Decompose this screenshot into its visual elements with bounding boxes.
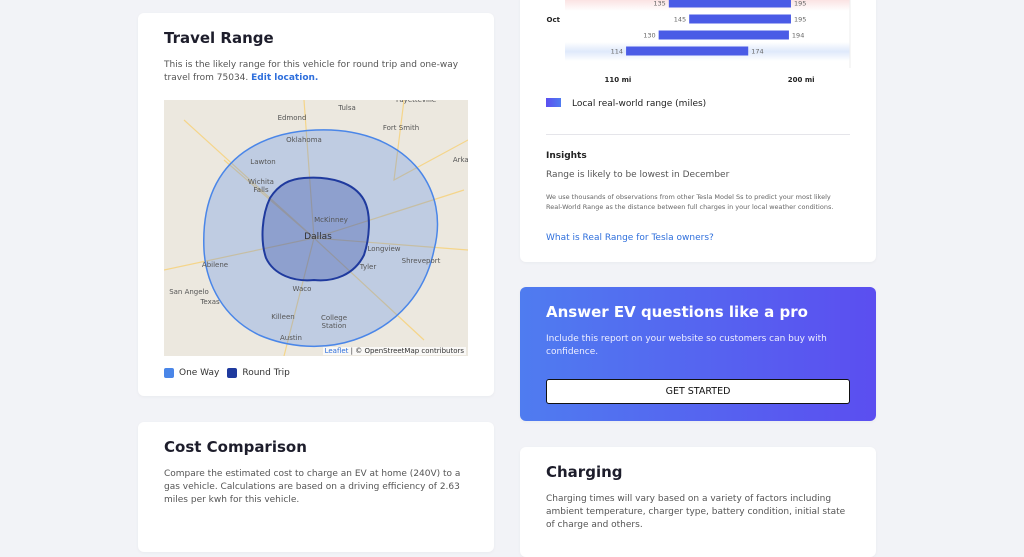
osm-text: | © OpenStreetMap contributors [350, 347, 464, 355]
one-way-area [203, 129, 439, 348]
legend-label: Round Trip [242, 368, 290, 378]
city-label: Killeen [271, 313, 295, 321]
city-label: Shreveport [401, 257, 441, 265]
high-label: 174 [751, 48, 763, 56]
map-legend: One Way Round Trip [164, 368, 290, 379]
card-title: Charging [546, 463, 623, 481]
card-title: Cost Comparison [164, 438, 307, 456]
cta-card: Answer EV questions like a pro Include t… [520, 287, 876, 421]
description: This is the likely range for this vehicl… [164, 59, 464, 85]
x-tick-label: 200 mi [788, 76, 815, 84]
cost-card: Cost Comparison Compare the estimated co… [138, 422, 494, 552]
insights-headline: Range is likely to be lowest in December [546, 170, 730, 180]
legend-label: One Way [179, 368, 220, 378]
high-label: 194 [792, 32, 804, 40]
city-label: Tyler [359, 263, 377, 271]
roads [164, 100, 468, 356]
city-label: Longview [367, 245, 401, 253]
legend-swatch [546, 98, 561, 107]
x-tick-label: 110 mi [605, 76, 632, 84]
city-label: Fayetteville [396, 100, 437, 104]
low-label: 145 [674, 16, 686, 24]
city-label: Oklahoma [286, 136, 322, 144]
range-bar [668, 0, 791, 8]
legend-swatch [164, 368, 174, 378]
city-label: Lawton [250, 158, 276, 166]
city-label: Tulsa [338, 104, 356, 112]
range-bar [626, 46, 749, 56]
road [223, 159, 425, 341]
page: Travel Range This is the likely range fo… [138, 0, 876, 557]
description-text: This is the likely range for this vehicl… [164, 60, 459, 83]
city-label: Wichita Falls [248, 178, 274, 194]
city-label: Dallas [304, 232, 332, 242]
low-label: 114 [611, 48, 623, 56]
city-label: Texas [200, 298, 220, 306]
attribution: Leaflet | © OpenStreetMap contributors [322, 347, 466, 355]
city-label: San Angelo [169, 288, 209, 296]
city-label: Edmond [277, 114, 307, 122]
city-label: College Station [320, 314, 348, 330]
city-label: Waco [292, 285, 312, 293]
road [393, 100, 468, 182]
cta-title: Answer EV questions like a pro [546, 303, 808, 321]
edit-location-link[interactable]: Edit location. [251, 73, 319, 83]
card-title: Travel Range [164, 29, 274, 47]
charging-text: Charging times will vary based on a vari… [546, 494, 846, 530]
insights-link[interactable]: What is Real Range for Tesla owners? [546, 233, 714, 243]
round-trip-area [261, 176, 370, 282]
range-chart: 110 mi 200 mi 135 195 Oct 145 195 130 194 114 174 L… [546, 0, 851, 109]
legend-label: Local real-world range (miles) [572, 99, 706, 109]
leaflet-link[interactable]: Leaflet [324, 347, 349, 355]
map-svg [164, 100, 468, 356]
insights-body: We use thousands of observations from ot… [546, 193, 834, 211]
cost-text: Compare the estimated cost to charge an … [164, 469, 461, 505]
city-label: McKinney [314, 216, 348, 224]
high-label: 195 [794, 16, 806, 24]
range-bar [689, 14, 791, 24]
low-label: 130 [643, 32, 655, 40]
divider [546, 134, 850, 135]
map[interactable]: Leaflet | © OpenStreetMap contributors F… [164, 100, 468, 356]
low-label: 135 [653, 0, 665, 8]
city-label: Abilene [201, 261, 229, 269]
legend-swatch [227, 368, 238, 378]
row-label: Oct [547, 16, 561, 24]
city-label: Fort Smith [382, 124, 420, 132]
city-label: Arkan [452, 156, 468, 164]
city-label: Austin [280, 334, 302, 342]
insights-heading: Insights [546, 151, 587, 161]
charging-card: Charging Charging times will vary based … [520, 447, 876, 557]
high-label: 195 [794, 0, 806, 8]
range-bar [658, 30, 789, 40]
cta-text: Include this report on your website so c… [546, 334, 827, 357]
get-started-button[interactable]: GET STARTED [546, 379, 850, 404]
